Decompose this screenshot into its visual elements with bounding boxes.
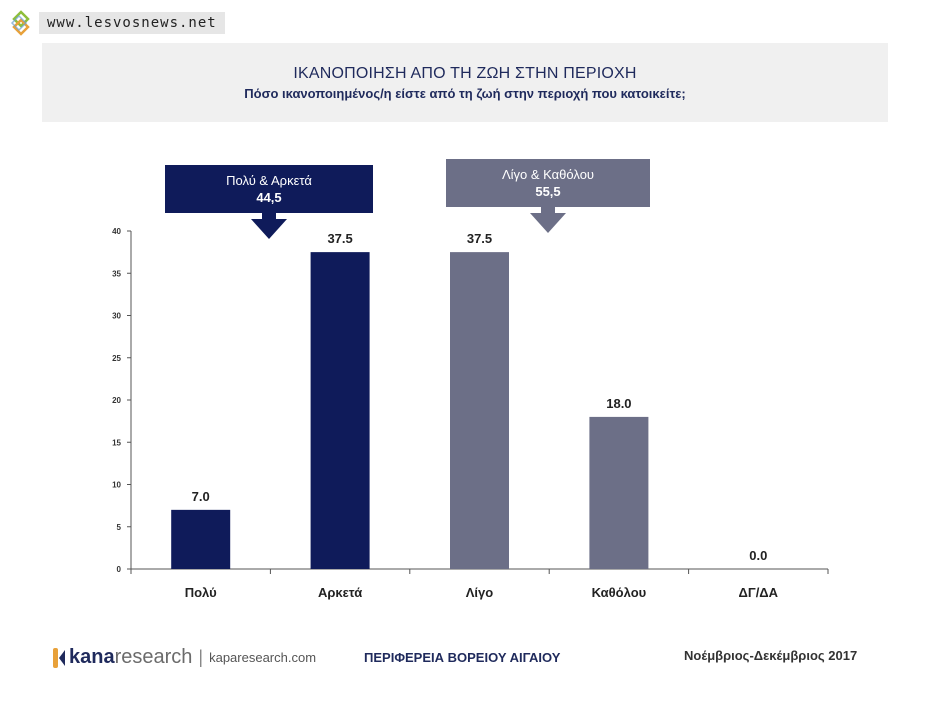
- data-label: 37.5: [327, 231, 352, 246]
- watermark: www.lesvosnews.net: [8, 9, 225, 37]
- brand-bold: kana: [69, 646, 115, 668]
- bar: [171, 509, 231, 569]
- x-tick-label: Αρκετά: [318, 585, 362, 600]
- y-tick-label: 35: [112, 269, 121, 278]
- callout-positive: Πολύ & Αρκετά 44,5: [165, 165, 373, 213]
- kana-logo-icon: [53, 647, 65, 668]
- brand-separator: |: [198, 647, 204, 667]
- lesvosnews-logo-icon: [10, 10, 30, 36]
- y-tick-label: 40: [112, 227, 121, 236]
- page-subtitle: Πόσο ικανοποιημένος/η είστε από τη ζωή σ…: [244, 86, 686, 101]
- callout-negative-label: Λίγο & Καθόλου: [501, 167, 595, 182]
- y-tick-label: 15: [112, 438, 121, 447]
- y-tick-label: 5: [117, 523, 122, 532]
- title-banner: ΙΚΑΝΟΠΟΙΗΣΗ ΑΠΟ ΤΗ ΖΩΗ ΣΤΗΝ ΠΕΡΙΟΧΗ Πόσο…: [42, 43, 888, 122]
- brand-light: research: [114, 646, 193, 668]
- down-arrow-icon: [530, 213, 566, 233]
- callout-negative: Λίγο & Καθόλου 55,5: [446, 159, 650, 207]
- footer-date: Νοέμβριος-Δεκέμβριος 2017: [684, 648, 858, 663]
- bar: [310, 252, 370, 569]
- x-tick-label: ΔΓ/ΔΑ: [739, 585, 779, 600]
- y-tick-label: 20: [112, 396, 121, 405]
- data-label: 7.0: [192, 489, 210, 504]
- data-label: 18.0: [606, 396, 631, 411]
- x-tick-label: Λίγο: [466, 585, 494, 600]
- x-tick-label: Πολύ: [185, 585, 217, 600]
- down-arrow-icon: [251, 219, 287, 239]
- footer-region: ΠΕΡΙΦΕΡΕΙΑ ΒΟΡΕΙΟΥ ΑΙΓΑΙΟΥ: [364, 650, 561, 665]
- brand-url: kaparesearch.com: [209, 650, 317, 665]
- bar: [589, 416, 649, 569]
- x-tick-label: Καθόλου: [592, 585, 647, 600]
- y-tick-label: 10: [112, 481, 121, 490]
- callout-positive-label: Πολύ & Αρκετά: [226, 173, 312, 188]
- y-tick-label: 25: [112, 354, 121, 363]
- page-title: ΙΚΑΝΟΠΟΙΗΣΗ ΑΠΟ ΤΗ ΖΩΗ ΣΤΗΝ ΠΕΡΙΟΧΗ: [293, 65, 637, 82]
- callout-negative-value: 55,5: [535, 184, 561, 199]
- data-label: 37.5: [467, 231, 492, 246]
- y-tick-label: 30: [112, 312, 121, 321]
- callout-negative-arrow-stem: [541, 205, 555, 213]
- data-label: 0.0: [749, 548, 767, 563]
- callout-positive-value: 44,5: [256, 190, 282, 205]
- y-tick-label: 0: [117, 565, 122, 574]
- callout-positive-arrow-stem: [262, 211, 276, 219]
- watermark-url: www.lesvosnews.net: [39, 12, 225, 34]
- bar: [450, 252, 509, 569]
- kana-research-logo: kana research | kaparesearch.com: [52, 646, 316, 669]
